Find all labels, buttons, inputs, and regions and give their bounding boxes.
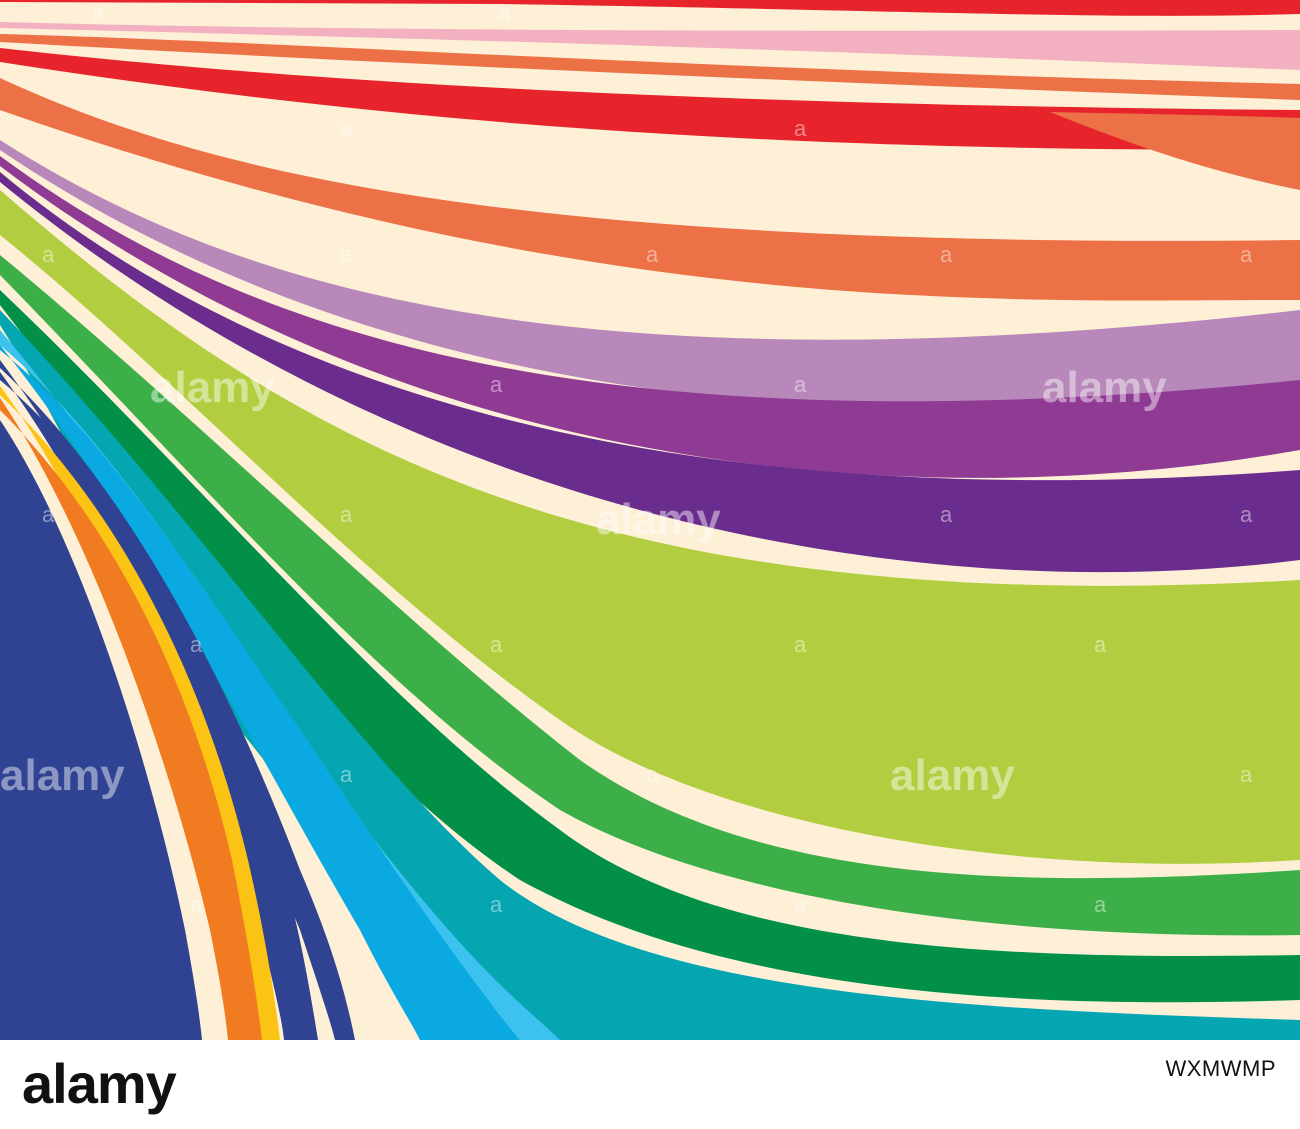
watermark-letter: a <box>340 762 353 787</box>
alamy-logo: alamy <box>22 1052 177 1115</box>
watermark-letter: a <box>42 242 55 267</box>
footer-bar: alamy WXMWMP <box>0 1040 1300 1129</box>
watermark-letter: a <box>1240 762 1253 787</box>
watermark-letter: a <box>794 116 807 141</box>
watermark-letter: a <box>42 502 55 527</box>
watermark-word: alamy <box>150 363 275 412</box>
band-coral-edge <box>1050 112 1300 190</box>
watermark-letter: a <box>340 502 353 527</box>
watermark-letter: a <box>794 632 807 657</box>
band-purple <box>0 156 1300 478</box>
band-red <box>0 48 1300 150</box>
watermark-letter: a <box>794 892 807 917</box>
watermark-letter: a <box>646 762 659 787</box>
band-coral-wide <box>0 78 1300 301</box>
watermark-letter: a <box>340 242 353 267</box>
band-navy-area <box>0 420 202 1040</box>
watermark-word: alamy <box>596 495 721 544</box>
watermark-word: alamy <box>0 751 125 800</box>
watermark-letter: a <box>490 632 503 657</box>
watermark-letter: a <box>646 242 659 267</box>
watermark-letter: a <box>498 0 511 25</box>
band-indigo <box>0 172 1300 573</box>
watermark-letter: a <box>1240 502 1253 527</box>
watermark-word: alamy <box>890 751 1015 800</box>
band-lavender <box>0 140 1300 408</box>
watermark-letter: a <box>1094 892 1107 917</box>
band-orange <box>0 398 262 1040</box>
watermark-letter: a <box>190 632 203 657</box>
watermark-letter: a <box>1240 242 1253 267</box>
band-red-top <box>0 0 1300 16</box>
band-navy-mid <box>0 360 355 1040</box>
watermark-letter: a <box>940 502 953 527</box>
watermark-letter: a <box>490 892 503 917</box>
band-lime <box>0 190 1300 864</box>
band-coral-thin <box>0 34 1300 100</box>
watermark-letter: a <box>1094 632 1107 657</box>
stock-id: WXMWMP <box>1165 1056 1276 1081</box>
watermark-letter: a <box>92 0 105 25</box>
band-blue <box>0 345 520 1040</box>
watermark-letter: a <box>794 372 807 397</box>
band-navy-strip <box>0 372 318 1040</box>
striped-wave-artwork: alamy alamy alamy alamy alamy a a a a a … <box>0 0 1300 1040</box>
watermark-letter: a <box>490 372 503 397</box>
watermark-letter: a <box>940 242 953 267</box>
watermark-word: alamy <box>1042 363 1167 412</box>
watermark-letter: a <box>340 116 353 141</box>
watermark-letter: a <box>190 892 203 917</box>
band-pink <box>0 22 1300 70</box>
